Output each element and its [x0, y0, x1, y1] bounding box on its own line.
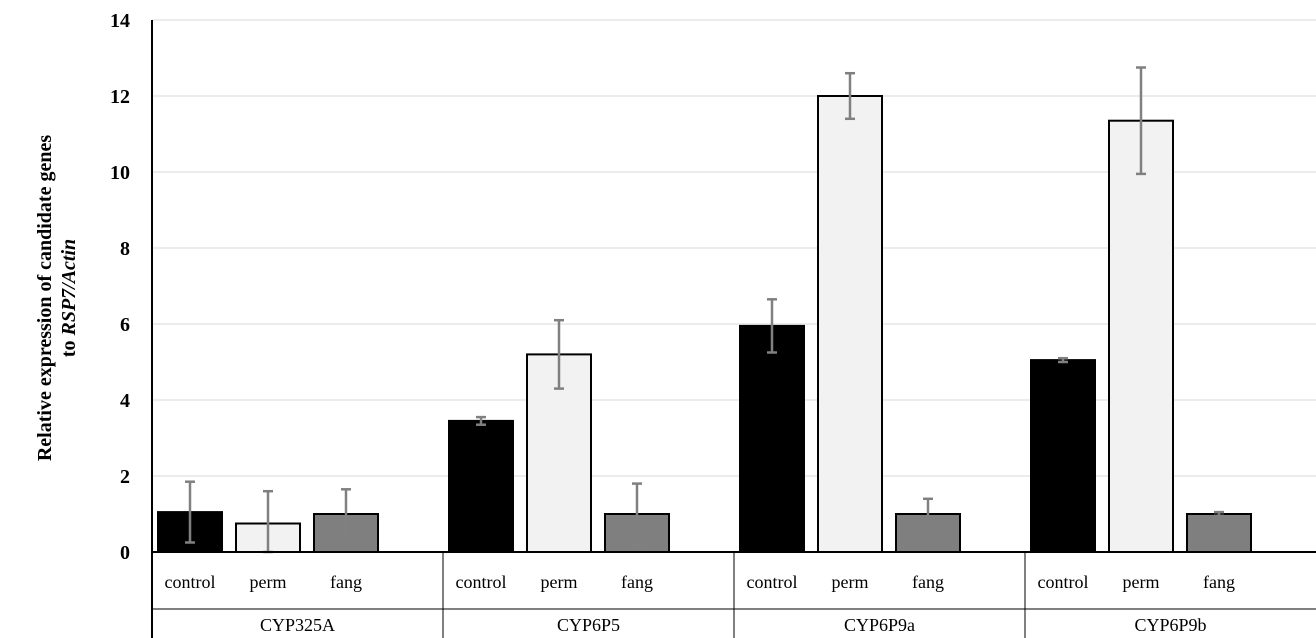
x-subcategory-label: control: [747, 572, 798, 592]
y-axis-label: Relative expression of candidate genes t…: [34, 135, 80, 461]
x-axis-category-table: control perm fang CYP325A control perm fang CYP…: [152, 552, 1316, 638]
error-bar-control-CYP6P9a: [767, 298, 777, 354]
y-tick-label: 2: [120, 466, 130, 488]
x-group-label: CYP6P9b: [1134, 615, 1206, 635]
y-tick-label: 10: [110, 162, 130, 184]
bar-perm-CYP6P9b: [1108, 119, 1174, 553]
error-bar-perm-CYP6P5: [554, 318, 564, 390]
bar-control-CYP6P9b: [1030, 359, 1096, 553]
x-group-label: CYP325A: [260, 615, 335, 635]
error-bar-fang-CYP325A: [341, 488, 351, 540]
bar-fang-CYP6P9b: [1186, 513, 1252, 553]
error-bars: [185, 66, 1224, 554]
bar-perm-CYP6P9a: [817, 95, 883, 553]
x-group-label: CYP6P5: [557, 615, 620, 635]
y-axis-label-line1: Relative expression of candidate genes: [34, 135, 56, 461]
x-subcategory-label: perm: [832, 572, 869, 592]
x-subcategory-label: fang: [912, 572, 944, 592]
x-subcategory-label: control: [456, 572, 507, 592]
error-bar-fang-CYP6P5: [632, 482, 642, 546]
error-bar-perm-CYP6P9a: [845, 71, 855, 121]
bar-control-CYP6P9a: [739, 324, 805, 553]
error-bar-perm-CYP6P9b: [1136, 66, 1146, 176]
x-subcategory-label: fang: [1203, 572, 1235, 592]
y-tick-label: 6: [120, 314, 130, 336]
x-subcategory-label: fang: [621, 572, 653, 592]
x-group-label: CYP6P9a: [844, 615, 915, 635]
error-bar-control-CYP6P9b: [1058, 356, 1068, 364]
y-tick-label: 0: [120, 542, 130, 564]
y-axis-label-line2: to RSP7/Actin: [58, 239, 80, 357]
grid-lines: [152, 19, 1316, 477]
error-bar-control-CYP325A: [185, 480, 195, 544]
bars: [157, 95, 1252, 553]
x-subcategory-label: perm: [1123, 572, 1160, 592]
y-tick-label: 8: [120, 238, 130, 260]
x-subcategory-label: perm: [541, 572, 578, 592]
error-bar-control-CYP6P5: [476, 415, 486, 426]
y-tick-label: 14: [110, 10, 130, 32]
x-subcategory-label: perm: [250, 572, 287, 592]
error-bar-fang-CYP6P9b: [1214, 510, 1224, 518]
bar-control-CYP6P5: [448, 419, 514, 553]
y-tick-label: 12: [110, 86, 130, 108]
error-bar-fang-CYP6P9a: [923, 497, 933, 531]
y-tick-label: 4: [120, 390, 130, 412]
x-subcategory-label: control: [165, 572, 216, 592]
x-subcategory-label: control: [1038, 572, 1089, 592]
x-subcategory-label: fang: [330, 572, 362, 592]
y-axis-ticks: 0 2 4 6 8 10 12 14: [110, 10, 130, 564]
